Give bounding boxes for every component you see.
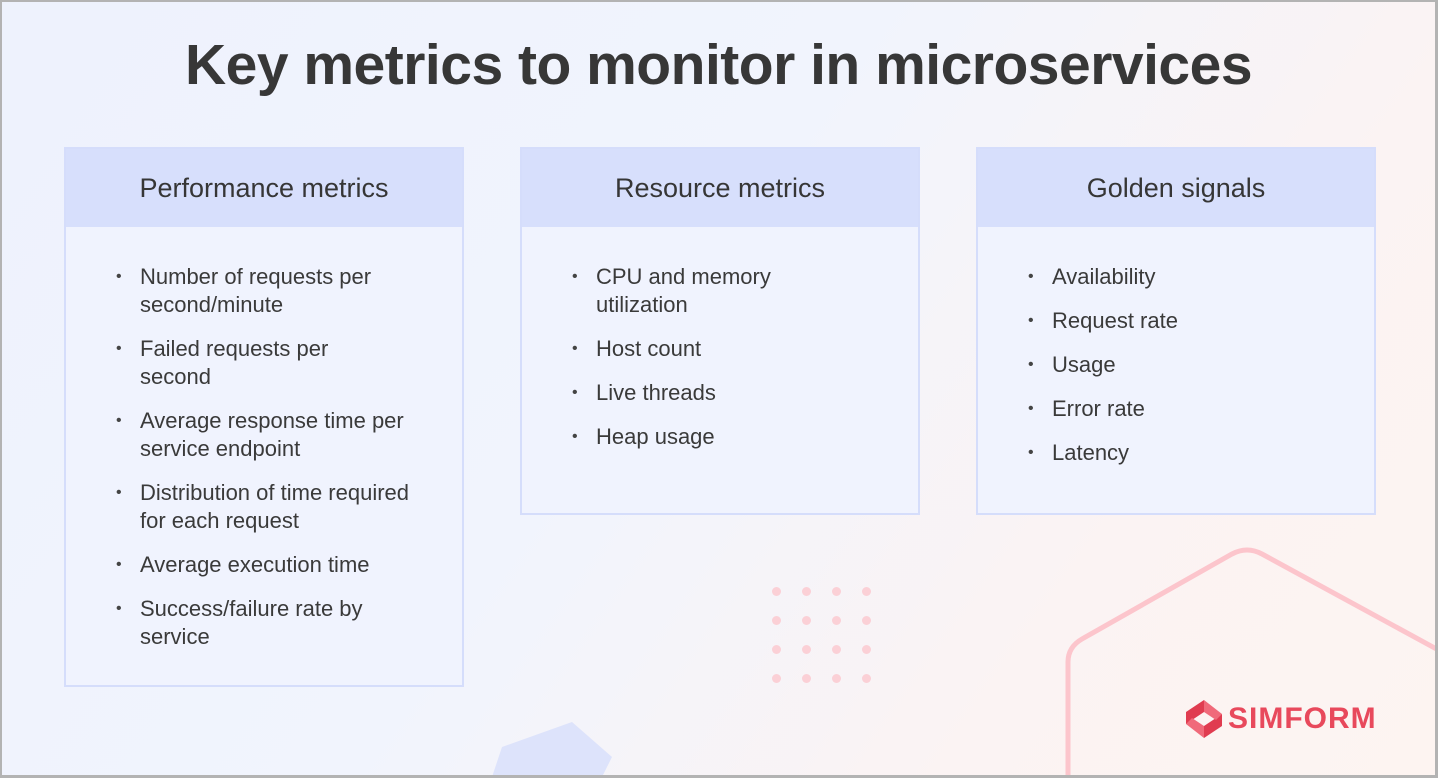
list-item: Average response time per service endpoi…: [116, 407, 436, 463]
list-item: Error rate: [1028, 395, 1354, 423]
card-title: Golden signals: [978, 149, 1374, 227]
list-item: Average execution time: [116, 551, 442, 579]
card-performance-metrics: Performance metrics Number of requests p…: [64, 147, 464, 687]
list-item: Latency: [1028, 439, 1354, 467]
simform-logo-icon: [1186, 700, 1222, 738]
list-item: Live threads: [572, 379, 898, 407]
list-item: Heap usage: [572, 423, 898, 451]
cube-decoration: [492, 722, 612, 775]
hexagon-decoration: [1065, 547, 1435, 775]
list-item: Host count: [572, 335, 898, 363]
card-golden-signals: Golden signals Availability Request rate…: [976, 147, 1376, 515]
list-item: Usage: [1028, 351, 1354, 379]
list-item: Distribution of time required for each r…: [116, 479, 416, 535]
card-title: Resource metrics: [522, 149, 918, 227]
metric-list: Number of requests per second/minute Fai…: [66, 227, 462, 651]
list-item: Success/failure rate by service: [116, 595, 396, 651]
page-title: Key metrics to monitor in microservices: [184, 33, 1253, 97]
list-item: Availability: [1028, 263, 1354, 291]
list-item: Request rate: [1028, 307, 1354, 335]
metric-list: Availability Request rate Usage Error ra…: [978, 227, 1374, 467]
metric-list: CPU and memory utilization Host count Li…: [522, 227, 918, 451]
card-title: Performance metrics: [66, 149, 462, 227]
logo-text: SIMFORM: [1228, 702, 1377, 735]
list-item: Failed requests per second: [116, 335, 356, 391]
simform-logo: SIMFORM: [1186, 700, 1377, 738]
dot-grid-decoration: [772, 587, 872, 683]
list-item: Number of requests per second/minute: [116, 263, 396, 319]
card-resource-metrics: Resource metrics CPU and memory utilizat…: [520, 147, 920, 515]
list-item: CPU and memory utilization: [572, 263, 812, 319]
